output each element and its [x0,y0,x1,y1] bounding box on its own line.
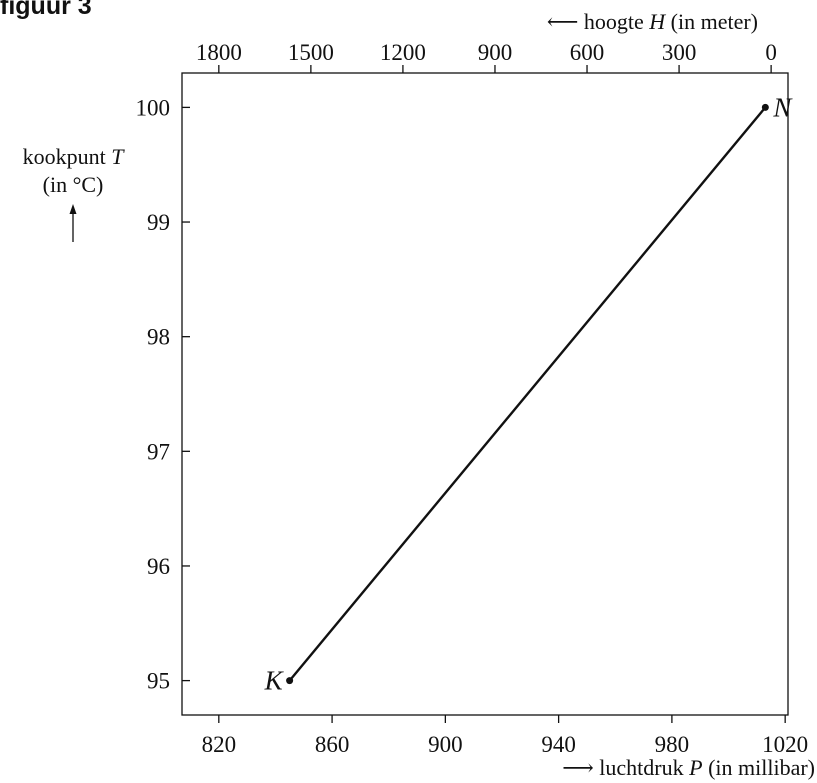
y-axis-arrow [69,204,77,242]
x-axis-label: ⟶ luchtdruk P (in millibar) [562,755,815,780]
plot-frame [181,72,789,716]
x-tick-label: 820 [202,732,237,757]
ticks: 820 860 900 940 980 1020 95 96 97 98 99 100 1800 1500… [136,40,809,757]
y-tick-label: 100 [136,95,171,120]
top-tick-label: 1500 [288,40,334,65]
x-tick-label: 980 [655,732,690,757]
y-axis-label: kookpunt T [23,144,126,169]
point-label: K [264,666,285,696]
top-tick-label: 1800 [196,40,242,65]
y-tick-label: 99 [147,210,170,235]
y-tick-label: 97 [147,439,170,464]
top-tick-label: 600 [570,40,605,65]
top-tick-label: 900 [478,40,513,65]
x-tick-label: 1020 [762,732,808,757]
x-tick-label: 940 [541,732,576,757]
y-tick-label: 98 [147,325,170,350]
x-tick-label: 900 [428,732,463,757]
x-tick-label: 860 [315,732,350,757]
series-line [288,106,767,682]
data-point [761,103,769,111]
series: KN [264,92,794,695]
top-tick-label: 300 [662,40,697,65]
top-axis-label: ⟵ hoogte H (in meter) [547,9,758,34]
top-tick-label: 0 [765,40,777,65]
axes [181,72,789,716]
y-tick-label: 96 [147,554,170,579]
top-tick-label: 1200 [380,40,426,65]
data-point [286,677,294,685]
y-axis-unit: (in °C) [43,172,104,197]
y-tick-label: 95 [147,669,170,694]
figure-label: figuur 3 [0,0,92,20]
point-label: N [772,92,793,122]
